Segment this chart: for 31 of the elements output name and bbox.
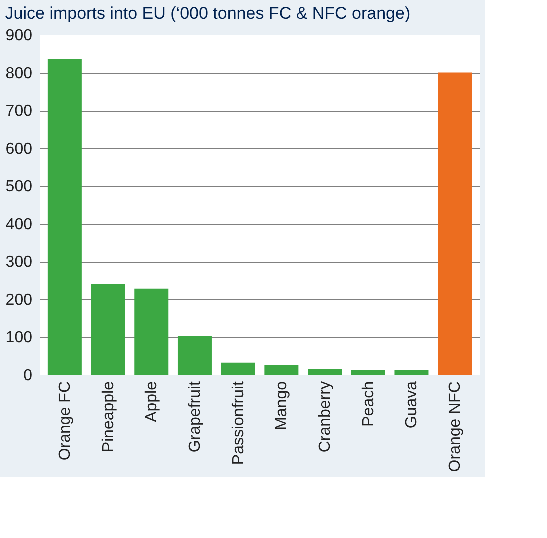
- bar: [178, 336, 212, 375]
- bar: [308, 369, 342, 375]
- x-tick-label: Passionfruit: [230, 380, 248, 466]
- x-tick-label: Orange NFC: [447, 382, 464, 472]
- y-tick-label: 0: [24, 368, 33, 384]
- y-tick-label: 400: [6, 216, 33, 234]
- x-tick-label: Orange FC: [56, 382, 74, 461]
- bar: [91, 284, 126, 375]
- x-tick-label: Cranberry: [317, 382, 334, 453]
- x-tick-label: Apple: [144, 381, 161, 422]
- y-tick-label: 100: [6, 330, 33, 347]
- x-tick-label: Pineapple: [100, 381, 118, 453]
- bar: [438, 72, 472, 375]
- x-tick-label: Peach: [360, 382, 378, 427]
- y-tick-label: 800: [6, 65, 33, 82]
- bar: [394, 370, 429, 375]
- chart-title: Juice imports into EU (‘000 tonnes FC & NFC orange): [5, 4, 411, 23]
- bar: [48, 59, 82, 375]
- bar: [134, 288, 169, 375]
- x-tick-label: Mango: [274, 381, 291, 430]
- bar: [221, 362, 256, 375]
- y-tick-label: 300: [6, 254, 33, 272]
- bar: [351, 370, 386, 375]
- y-tick-label: 900: [6, 28, 33, 44]
- x-tick-label: Guava: [404, 381, 421, 429]
- y-tick-label: 600: [6, 140, 33, 158]
- y-tick-label: 200: [6, 292, 33, 309]
- x-tick-label: Grapefruit: [186, 380, 204, 453]
- y-tick-label: 500: [6, 178, 33, 196]
- y-tick-label: 700: [6, 103, 33, 120]
- bar: [264, 366, 299, 375]
